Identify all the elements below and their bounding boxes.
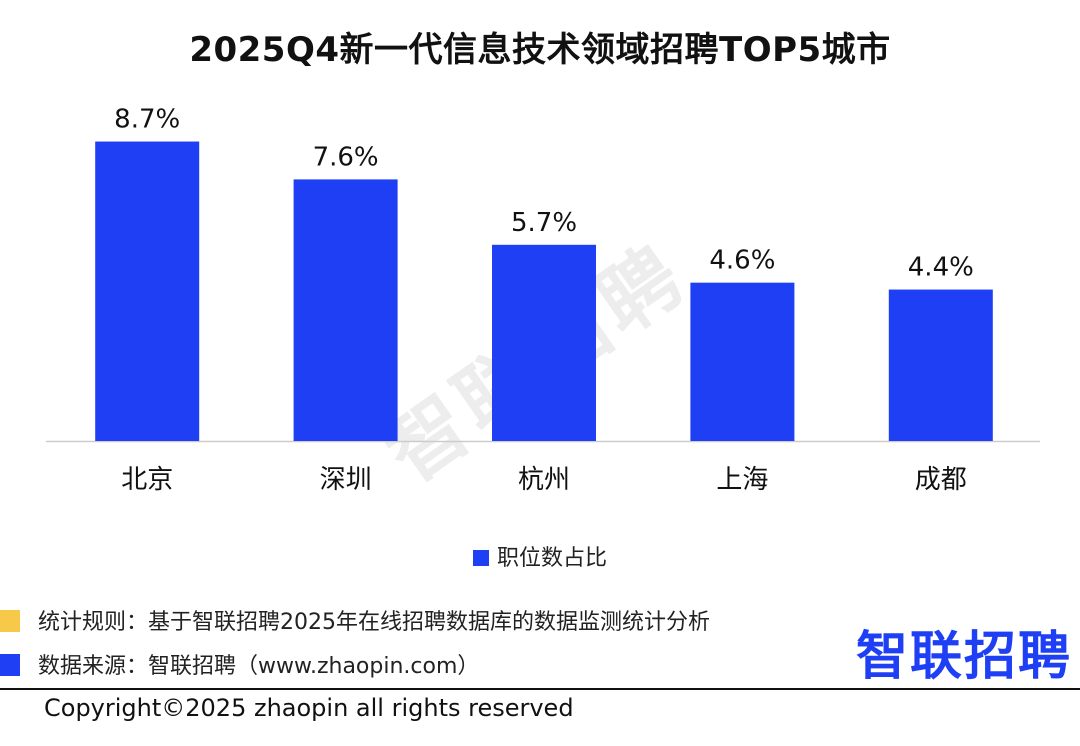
bar-4 — [690, 282, 795, 441]
x-tick-label-4: 上海 — [716, 465, 768, 495]
chart-title: 2025Q4新一代信息技术领域招聘TOP5城市 — [189, 30, 891, 70]
data-label-5: 4.4% — [908, 253, 974, 283]
note-rule-text: 统计规则：基于智联招聘2025年在线招聘数据库的数据监测统计分析 — [38, 610, 710, 635]
x-tick-label-1: 北京 — [121, 465, 173, 495]
rule-marker — [0, 610, 20, 632]
bar-chart: 8.7% 北京 7.6% 深圳 5.7% 杭州 4.6% 上海 4.4% 成都 — [46, 105, 1040, 495]
data-label-2: 7.6% — [313, 142, 379, 172]
zhaopin-logo: 智联招聘 — [856, 627, 1073, 687]
x-tick-label-5: 成都 — [915, 465, 967, 495]
note-source: 数据来源：智联招聘（www.zhaopin.com） — [0, 648, 479, 680]
bar-1 — [95, 141, 200, 441]
legend-swatch — [472, 550, 489, 566]
footer-divider — [0, 688, 1080, 690]
legend-label: 职位数占比 — [496, 546, 607, 571]
note-source-text: 数据来源：智联招聘（www.zhaopin.com） — [38, 654, 480, 679]
bar-5 — [888, 289, 993, 441]
legend: 职位数占比 — [0, 540, 1080, 572]
data-label-4: 4.6% — [709, 246, 775, 276]
bar-3 — [492, 244, 596, 441]
data-label-3: 5.7% — [511, 208, 577, 238]
copyright-text: Copyright©2025 zhaopin all rights reserv… — [44, 694, 574, 722]
note-rule: 统计规则：基于智联招聘2025年在线招聘数据库的数据监测统计分析 — [0, 604, 710, 636]
x-tick-label-3: 杭州 — [518, 465, 570, 495]
source-marker — [0, 654, 20, 676]
data-label-1: 8.7% — [114, 105, 180, 135]
x-tick-label-2: 深圳 — [320, 465, 372, 495]
bar-2 — [293, 179, 398, 441]
